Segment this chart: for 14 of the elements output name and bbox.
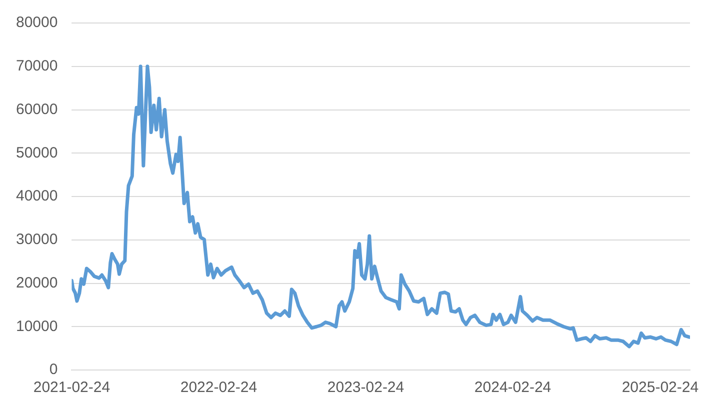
x-tick-label: 2021-02-24 (33, 379, 110, 396)
y-tick-label: 40000 (16, 188, 58, 205)
y-tick-label: 10000 (16, 318, 58, 335)
x-tick-label: 2023-02-24 (327, 379, 404, 396)
y-tick-label: 60000 (16, 100, 58, 118)
y-tick-label: 50000 (16, 144, 58, 162)
y-tick-label: 80000 (16, 14, 58, 32)
x-tick-label: 2024-02-24 (474, 379, 552, 396)
y-tick-label: 70000 (16, 58, 58, 75)
x-tick-label: 2022-02-24 (180, 379, 258, 396)
y-tick-label: 0 (49, 361, 58, 378)
x-tick-label: 2025-02-24 (622, 379, 699, 396)
y-tick-label: 30000 (16, 231, 58, 248)
y-tick-label: 20000 (16, 274, 58, 292)
